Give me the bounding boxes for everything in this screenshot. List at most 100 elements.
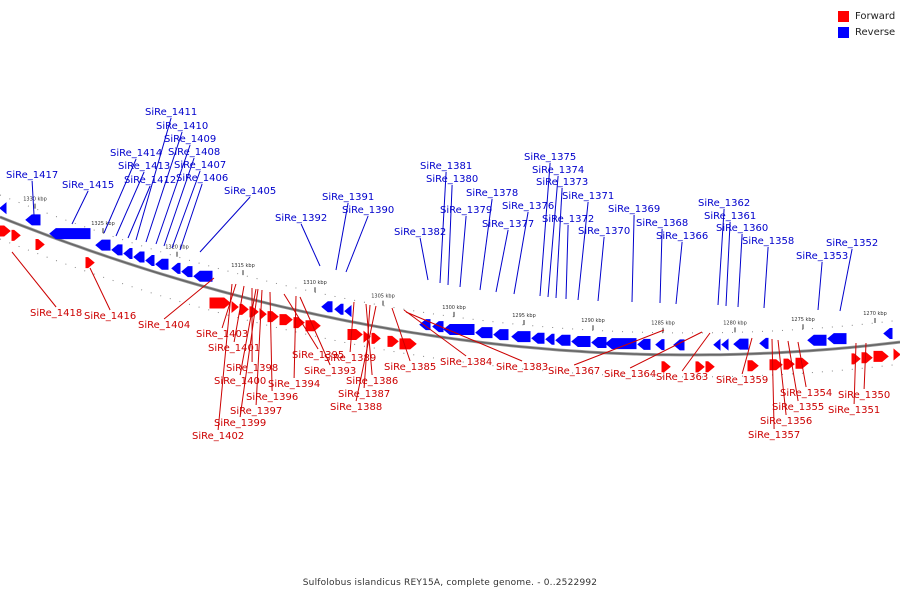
- legend-label-reverse: Reverse: [855, 26, 896, 38]
- forward-gene-label: SiRe_1395: [292, 350, 344, 361]
- reverse-gene-label-leader: [145, 131, 183, 243]
- reverse-gene-arrow: [133, 251, 145, 263]
- forward-gene-arrow: [695, 361, 705, 373]
- forward-gene-label-leader: [629, 331, 703, 369]
- reverse-gene-arrow: [321, 301, 333, 313]
- tick-label: 1320 kbp: [165, 245, 189, 251]
- forward-gene-label-leader: [217, 283, 233, 431]
- reverse-gene-label-leader: [179, 183, 203, 251]
- forward-gene-label: SiRe_1397: [230, 406, 282, 417]
- forward-gene-label: SiRe_1359: [716, 375, 768, 386]
- reverse-gene-label-leader: [717, 208, 725, 306]
- forward-gene-label: SiRe_1400: [214, 376, 266, 387]
- reverse-gene-label-leader: [115, 171, 145, 237]
- forward-gene-arrow: [11, 229, 21, 241]
- forward-gene-label: SiRe_1386: [346, 376, 398, 387]
- tick-label: 1315 kbp: [231, 263, 255, 269]
- reverse-gene-label: SiRe_1370: [578, 226, 630, 237]
- forward-gene-label-leader: [797, 341, 807, 388]
- reverse-gene-label: SiRe_1379: [440, 205, 492, 216]
- reverse-gene-label: SiRe_1371: [562, 191, 614, 202]
- forward-gene-label-leader: [853, 342, 857, 405]
- forward-gene-label: SiRe_1394: [268, 379, 320, 390]
- forward-gene-label-leader: [299, 296, 331, 366]
- reverse-gene-label: SiRe_1415: [62, 180, 114, 191]
- forward-gene-label-leader: [233, 285, 245, 343]
- reverse-gene-arrow: [759, 337, 769, 349]
- forward-gene-label: SiRe_1401: [208, 343, 260, 354]
- forward-gene-label: SiRe_1418: [30, 308, 82, 319]
- forward-gene-arrow: [399, 338, 417, 350]
- forward-gene-arrow: [267, 311, 279, 323]
- forward-gene-arrow: [893, 348, 900, 361]
- reverse-gene-label: SiRe_1361: [704, 211, 756, 222]
- reverse-gene-label: SiRe_1382: [394, 227, 446, 238]
- reverse-gene-label-leader: [171, 170, 201, 249]
- reverse-gene-label-leader: [763, 246, 769, 309]
- reverse-gene-label-leader: [513, 211, 529, 295]
- tick-label: 1270 kbp: [863, 311, 887, 317]
- reverse-gene-label-leader: [300, 223, 321, 267]
- reverse-gene-label-leader: [555, 187, 563, 299]
- reverse-gene-label-leader: [419, 237, 429, 281]
- reverse-gene-arrow: [637, 338, 651, 350]
- forward-gene-arrow: [239, 303, 249, 315]
- tick-label: 1285 kbp: [651, 321, 675, 327]
- forward-gene-arrow: [259, 308, 267, 321]
- forward-gene-arrow: [783, 358, 795, 370]
- forward-gene-arrow: [85, 257, 95, 269]
- forward-gene-label: SiRe_1383: [496, 362, 548, 373]
- forward-gene-label: SiRe_1404: [138, 320, 190, 331]
- reverse-gene-arrow: [605, 338, 637, 350]
- reverse-gene-label: SiRe_1410: [156, 121, 208, 132]
- reverse-gene-label: SiRe_1374: [532, 165, 584, 176]
- forward-gene-arrow: [279, 314, 293, 326]
- legend-item-reverse: Reverse: [838, 24, 895, 40]
- forward-gene-arrow: [347, 328, 363, 340]
- forward-gene-label-leader: [221, 283, 237, 329]
- reverse-gene-arrow: [475, 327, 493, 339]
- tick-label: 1300 kbp: [442, 305, 466, 311]
- reverse-gene-label-leader: [103, 158, 137, 234]
- reverse-gene-label-leader: [439, 171, 447, 284]
- reverse-gene-label-leader: [539, 162, 551, 297]
- forward-gene-arrow: [231, 300, 239, 314]
- reverse-gene-arrow: [155, 258, 169, 270]
- forward-gene-label: SiRe_1356: [760, 416, 812, 427]
- tick-label: 1305 kbp: [371, 294, 395, 300]
- forward-gene-label: SiRe_1364: [604, 369, 656, 380]
- forward-gene-label-leader: [573, 329, 665, 366]
- forward-gene-arrow: [747, 360, 759, 372]
- reverse-gene-label-leader: [155, 144, 191, 245]
- reverse-gene-label-leader: [565, 224, 569, 300]
- forward-gene-label-leader: [255, 289, 263, 406]
- reverse-gene-label-leader: [495, 229, 509, 293]
- forward-gene-label-leader: [163, 277, 215, 320]
- forward-gene-arrow: [371, 332, 381, 344]
- reverse-gene-arrow: [883, 328, 893, 340]
- forward-gene-label: SiRe_1416: [84, 311, 136, 322]
- forward-gene-label-leader: [391, 307, 411, 362]
- forward-gene-label: SiRe_1385: [384, 362, 436, 373]
- forward-gene-arrow: [873, 350, 889, 362]
- legend-item-forward: Forward: [838, 8, 895, 24]
- reverse-gene-arrow: [123, 247, 133, 259]
- reverse-gene-arrow: [49, 228, 91, 240]
- forward-gene-label-leader: [403, 309, 467, 357]
- forward-gene-label: SiRe_1388: [330, 402, 382, 413]
- reverse-gene-arrow: [531, 332, 545, 344]
- reverse-gene-label: SiRe_1375: [524, 152, 576, 163]
- forward-gene-label-leader: [11, 251, 57, 308]
- reverse-gene-arrow: [807, 334, 827, 346]
- forward-gene-label: SiRe_1354: [780, 388, 832, 399]
- reverse-gene-label: SiRe_1405: [224, 186, 276, 197]
- tick-label: 1330 kbp: [23, 197, 47, 203]
- reverse-gene-arrow: [25, 214, 41, 226]
- forward-gene-label: SiRe_1389: [324, 353, 376, 364]
- legend-label-forward: Forward: [855, 10, 896, 22]
- legend: Forward Reverse: [838, 8, 895, 40]
- reverse-gene-label: SiRe_1376: [502, 201, 554, 212]
- reverse-gene-arrow: [145, 254, 155, 266]
- forward-gene-label: SiRe_1402: [192, 431, 244, 442]
- reverse-gene-label: SiRe_1392: [275, 213, 327, 224]
